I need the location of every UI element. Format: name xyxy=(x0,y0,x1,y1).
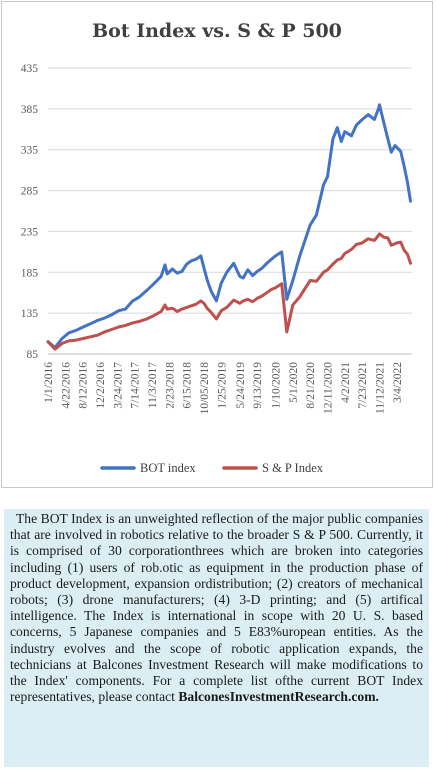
y-tick-label: 185 xyxy=(21,267,39,279)
x-tick-label: 7/14/2017 xyxy=(130,362,142,409)
legend-label: BOT index xyxy=(140,461,196,475)
x-tick-label: 7/23/2021 xyxy=(357,362,369,409)
sp-index-series-line xyxy=(46,232,412,351)
x-tick-label: 4/22/2016 xyxy=(60,362,72,409)
x-tick-label: 3/4/2022 xyxy=(392,362,404,403)
x-tick-label: 1/10/2020 xyxy=(271,362,283,409)
x-tick-label: 5/24/2019 xyxy=(235,362,247,409)
x-tick-label: 1/25/2019 xyxy=(216,362,228,409)
chart-panel: Bot Index vs. S & P 500 85 135 185 235 285 33… xyxy=(1,1,433,488)
legend-label: S & P Index xyxy=(262,461,324,475)
line-chart: 85 135 185 235 285 335 385 435 1/1/2016 4/22/2016… xyxy=(21,63,412,475)
chart-title: Bot Index vs. S & P 500 xyxy=(92,20,342,42)
x-tick-label: 4/2/2021 xyxy=(340,362,352,403)
x-tick-label: 8/12/2016 xyxy=(78,362,90,409)
y-tick-label: 135 xyxy=(21,308,39,320)
y-tick-label: 335 xyxy=(21,145,39,157)
y-tick-label: 435 xyxy=(21,63,39,75)
x-tick-label: 10/05/2018 xyxy=(199,362,211,415)
contact-link-text: BalconesInvestmentResearch.com. xyxy=(178,689,379,705)
x-tick-label: 2/23/2018 xyxy=(164,362,176,409)
y-tick-label: 385 xyxy=(21,104,39,116)
x-tick-label: 5/1/2020 xyxy=(288,362,300,403)
y-tick-label: 285 xyxy=(21,186,39,198)
x-tick-label: 8/21/2020 xyxy=(305,362,317,409)
x-tick-label: 12/2/2016 xyxy=(95,362,107,409)
y-tick-label: 85 xyxy=(27,349,39,361)
description-text: The BOT Index is an unweighted reflectio… xyxy=(10,511,423,705)
y-tick-label: 235 xyxy=(21,226,39,238)
description-box: The BOT Index is an unweighted reflectio… xyxy=(4,509,429,767)
x-tick-label: 9/13/2019 xyxy=(252,362,264,409)
x-tick-label: 12/11/2020 xyxy=(323,362,335,414)
x-tick-label: 6/15/2018 xyxy=(182,362,194,409)
x-tick-label: 1/1/2016 xyxy=(43,362,55,403)
x-tick-label: 11/12/2021 xyxy=(375,362,387,414)
x-tick-label: 11/3/2017 xyxy=(147,362,159,408)
x-tick-label: 3/24/2017 xyxy=(112,362,124,409)
bot-index-series-line xyxy=(46,103,412,349)
